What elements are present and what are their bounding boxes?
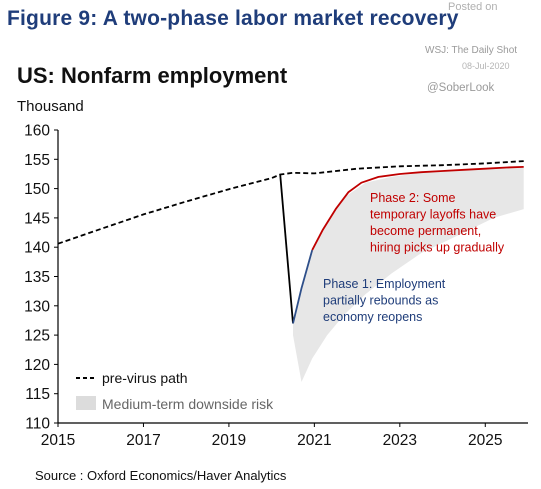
y-tick-label: 135 bbox=[24, 269, 50, 286]
watermark-source: WSJ: The Daily Shot bbox=[425, 45, 518, 56]
legend-swatch-downside-risk bbox=[76, 396, 96, 410]
y-tick-label: 130 bbox=[24, 298, 50, 315]
annotation-phase-2-line: become permanent, bbox=[370, 224, 481, 238]
annotation-phase-1-line: economy reopens bbox=[323, 310, 422, 324]
y-tick-label: 125 bbox=[24, 328, 50, 345]
y-tick-label: 120 bbox=[24, 357, 50, 374]
annotation-phase-2-line: hiring picks up gradually bbox=[370, 241, 505, 255]
y-tick-label: 140 bbox=[24, 240, 50, 257]
x-tick-label: 2021 bbox=[297, 432, 331, 449]
y-tick-label: 145 bbox=[24, 210, 50, 227]
chart-title: US: Nonfarm employment bbox=[17, 63, 288, 88]
legend-label-pre-virus-path: pre-virus path bbox=[102, 370, 188, 386]
x-tick-label: 2015 bbox=[41, 432, 75, 449]
series-line-actual bbox=[279, 174, 294, 324]
series-line-phase-1 bbox=[292, 249, 314, 324]
downside-risk-area bbox=[293, 166, 524, 382]
legend-label-downside-risk: Medium-term downside risk bbox=[102, 396, 274, 412]
y-tick-label: 110 bbox=[25, 416, 50, 433]
annotation-phase-2-line: Phase 2: Some bbox=[370, 191, 456, 205]
series-line-pre-virus-path bbox=[57, 160, 524, 245]
y-tick-label: 115 bbox=[25, 386, 50, 403]
y-tick-label: 150 bbox=[24, 181, 50, 198]
y-axis-unit-label: Thousand bbox=[17, 98, 84, 115]
watermark-handle: @SoberLook bbox=[427, 82, 495, 94]
figure-title: Figure 9: A two-phase labor market recov… bbox=[7, 7, 459, 30]
y-tick-label: 155 bbox=[24, 152, 50, 169]
source-note: Source : Oxford Economics/Haver Analytic… bbox=[35, 468, 287, 483]
y-tick-label: 160 bbox=[24, 123, 50, 140]
x-tick-label: 2019 bbox=[212, 432, 246, 449]
x-tick-label: 2025 bbox=[468, 432, 502, 449]
annotation-phase-1-line: Phase 1: Employment bbox=[323, 277, 446, 291]
annotation-phase-1-line: partially rebounds as bbox=[323, 294, 438, 308]
x-tick-label: 2023 bbox=[383, 432, 417, 449]
watermark-posted-on: Posted on bbox=[448, 1, 498, 13]
series-line-phase-2 bbox=[311, 166, 524, 251]
x-tick-label: 2017 bbox=[126, 432, 160, 449]
watermark-date: 08-Jul-2020 bbox=[462, 61, 510, 71]
annotation-phase-2-line: temporary layoffs have bbox=[370, 208, 496, 222]
